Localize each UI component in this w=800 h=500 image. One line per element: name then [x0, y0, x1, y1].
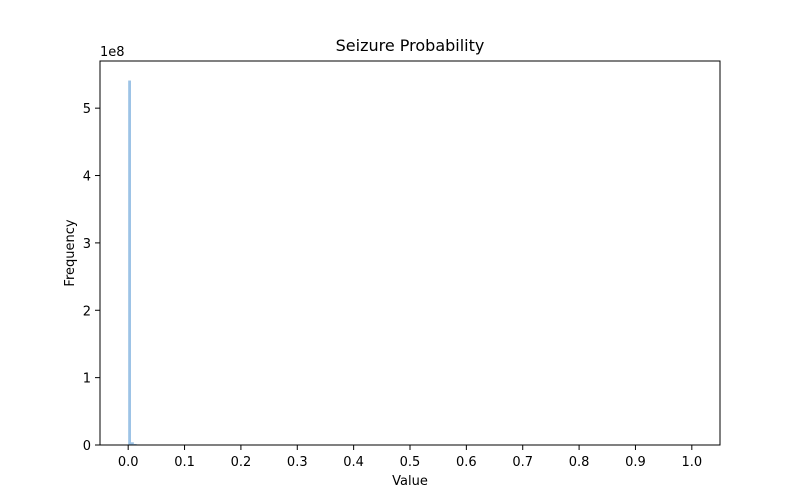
y-tick-label: 0: [83, 439, 91, 454]
x-tick-label: 0.2: [231, 455, 252, 470]
x-tick-label: 0.6: [456, 455, 477, 470]
x-tick-label: 0.0: [118, 455, 139, 470]
y-tick-label: 5: [83, 102, 91, 117]
x-tick-label: 0.9: [625, 455, 646, 470]
x-tick-label: 0.5: [400, 455, 421, 470]
x-tick-label: 0.4: [343, 455, 364, 470]
histogram-bar: [131, 442, 134, 445]
y-tick-label: 3: [83, 237, 91, 252]
bars-layer: [128, 80, 146, 446]
x-axis-ticks: 0.0 0.1 0.2 0.3 0.4 0.5 0.6 0.7 0.8 0.9 1.0: [118, 445, 702, 470]
y-tick-label: 4: [83, 170, 91, 185]
histogram-bar: [133, 443, 137, 445]
x-tick-label: 0.3: [287, 455, 308, 470]
x-tick-label: 1.0: [681, 455, 702, 470]
plot-frame: [99, 60, 721, 446]
histogram-bar: [128, 80, 131, 446]
y-tick-label: 1: [83, 372, 91, 387]
x-tick-label: 0.7: [512, 455, 533, 470]
y-scale-label: 1e8: [100, 45, 125, 60]
y-axis-ticks: 0 1 2 3 4 5: [83, 102, 100, 454]
y-axis-label: Frequency: [63, 219, 78, 286]
chart-title: Seizure Probability: [336, 36, 485, 55]
x-axis-label: Value: [392, 474, 428, 489]
x-tick-label: 0.8: [569, 455, 590, 470]
y-tick-label: 2: [83, 304, 91, 319]
x-tick-label: 0.1: [174, 455, 195, 470]
